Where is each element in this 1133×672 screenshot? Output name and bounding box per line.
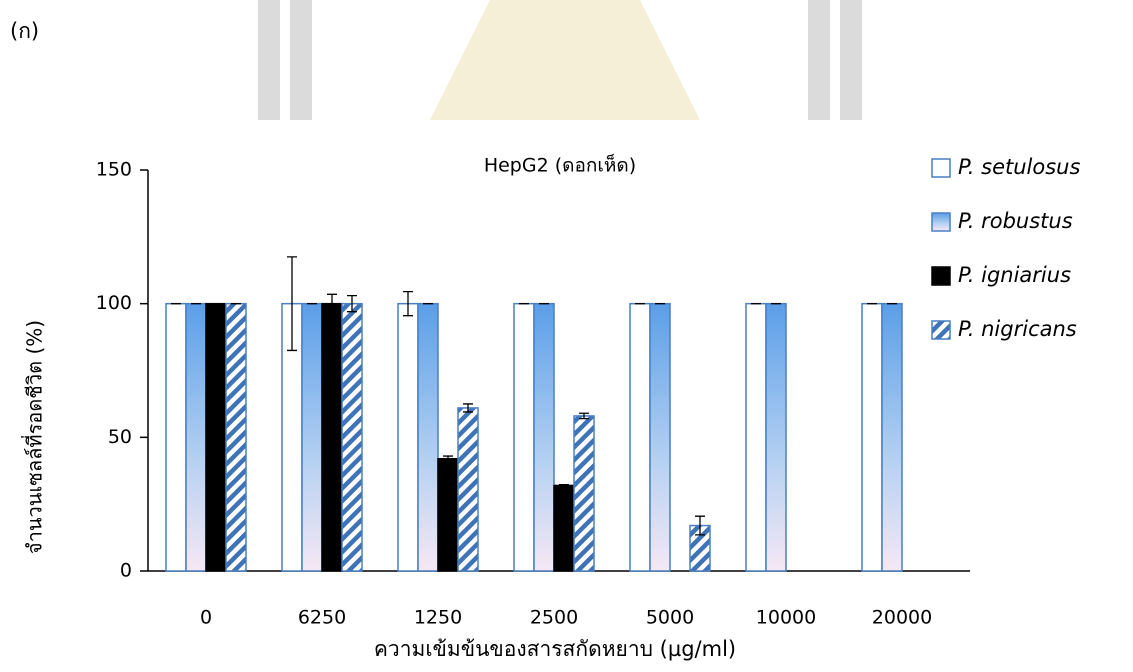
y-tick-label: 50 [108, 426, 132, 448]
legend-label: P. setulosus [958, 155, 1080, 179]
bar [398, 304, 418, 571]
bar [458, 408, 478, 571]
bar [630, 304, 650, 571]
bar [302, 304, 322, 571]
chart: (ก) HepG2 (ดอกเห็ด) ความเข้มข้นของสารสกั… [0, 0, 1133, 668]
x-tick-label: 1250 [414, 607, 462, 629]
x-tick-label: 6250 [298, 607, 346, 629]
bar [166, 304, 186, 571]
bar [438, 459, 458, 571]
y-tick-label: 100 [96, 292, 132, 314]
bar [514, 304, 534, 571]
x-tick-label: 10000 [756, 607, 816, 629]
legend-swatch [932, 267, 950, 285]
x-tick-label: 0 [200, 607, 212, 629]
x-axis-label: ความเข้มข้นของสารสกัดหยาบ (µg/ml) [374, 637, 736, 661]
x-tick-label: 2500 [530, 607, 578, 629]
y-tick-label: 0 [120, 560, 132, 582]
bar [862, 304, 882, 571]
bar [534, 304, 554, 571]
legend-swatch [932, 321, 950, 339]
x-tick-label: 5000 [646, 607, 694, 629]
y-axis-label: จำนวนเซลล์ที่รอดชีวิต (%) [21, 320, 47, 554]
bar [882, 304, 902, 571]
x-tick-label: 20000 [872, 607, 932, 629]
legend-label: P. igniarius [958, 263, 1071, 287]
bar [418, 304, 438, 571]
legend-swatch [932, 159, 950, 177]
bar [342, 304, 362, 571]
bar [226, 304, 246, 571]
bar [766, 304, 786, 571]
legend-swatch [932, 213, 950, 231]
bar [206, 304, 226, 571]
bar [746, 304, 766, 571]
panel-label: (ก) [10, 19, 39, 43]
bar [186, 304, 206, 571]
bar [650, 304, 670, 571]
bar [554, 485, 574, 571]
watermark [258, 0, 862, 120]
bar [574, 416, 594, 571]
chart-title: HepG2 (ดอกเห็ด) [484, 153, 636, 177]
legend-label: P. nigricans [958, 317, 1077, 341]
legend-label: P. robustus [958, 209, 1073, 233]
y-tick-label: 150 [96, 159, 132, 181]
bar [322, 304, 342, 571]
